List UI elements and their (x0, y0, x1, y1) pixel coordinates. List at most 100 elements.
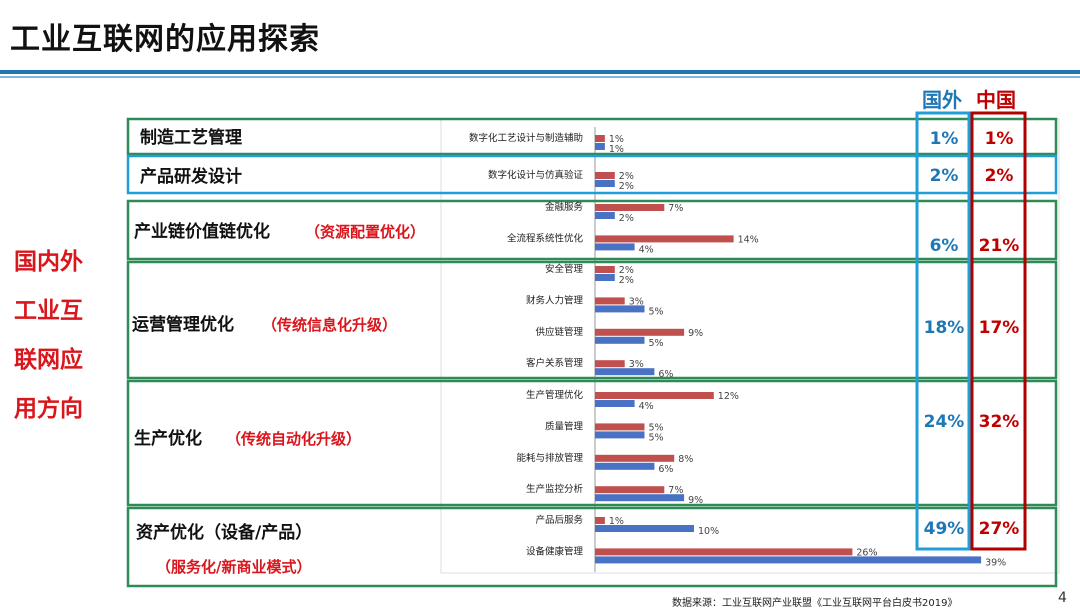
category-subtitle: （传统自动化升级） (226, 430, 361, 448)
bar-china (595, 235, 734, 243)
bar-china-value: 14% (738, 234, 759, 245)
bar-china (595, 204, 665, 211)
bar-china (595, 454, 675, 462)
sub-item-label: 财务人力管理 (526, 294, 584, 306)
bar-foreign (595, 274, 615, 281)
category-box (126, 379, 1058, 507)
bar-foreign-value: 4% (639, 244, 654, 255)
bar-china-value: 12% (718, 391, 739, 402)
sub-item-label: 数字化设计与仿真验证 (488, 169, 584, 181)
bar-foreign (595, 494, 685, 502)
category-name: 运营管理优化 (132, 314, 234, 335)
bar-foreign-value: 5% (649, 306, 664, 317)
category-name: 生产优化 (134, 428, 202, 449)
category-subtitle: （传统信息化升级） (262, 316, 397, 334)
bar-china-value: 9% (688, 328, 703, 339)
bar-china (595, 360, 625, 368)
category-name: 制造工艺管理 (140, 127, 242, 148)
category-subtitle: （资源配置优化） (305, 223, 425, 241)
sub-item-label: 客户关系管理 (526, 357, 584, 369)
category-box (126, 199, 1058, 261)
foreign-total: 49% (924, 519, 965, 539)
bar-china-value: 1% (609, 134, 624, 145)
sub-item-label: 生产监控分析 (526, 483, 584, 495)
bar-foreign-value: 9% (688, 495, 703, 506)
category-subtitle: （服务化/新商业模式） (156, 558, 311, 576)
china-total: 2% (985, 166, 1014, 186)
foreign-total: 18% (924, 318, 965, 338)
page-number: 4 (1058, 590, 1067, 606)
sub-item-label: 产品后服务 (535, 514, 583, 526)
bar-foreign-value: 2% (619, 275, 634, 286)
side-label-line: 国内外 (14, 249, 83, 275)
sub-item-label: 生产管理优化 (526, 389, 584, 401)
bar-china-value: 5% (649, 422, 664, 433)
bar-foreign-value: 2% (619, 181, 634, 192)
source-note: 数据来源：工业互联网产业联盟《工业互联网平台白皮书2019》 (672, 598, 958, 609)
bar-china-value: 7% (668, 203, 683, 214)
bar-china (595, 423, 645, 431)
bar-china-value: 8% (678, 454, 693, 465)
title-rule-thin (0, 76, 1080, 78)
china-total: 27% (979, 519, 1020, 539)
bar-china (595, 328, 685, 336)
side-label-line: 联网应 (14, 347, 83, 373)
bar-china-value: 3% (629, 296, 644, 307)
category-name: 产品研发设计 (140, 166, 242, 187)
side-label-line: 用方向 (14, 396, 83, 422)
bar-foreign-value: 5% (649, 338, 664, 349)
page-title: 工业互联网的应用探索 (10, 22, 320, 57)
bar-foreign-value: 6% (658, 369, 673, 380)
bar-foreign-value: 10% (698, 526, 719, 537)
bar-foreign-value: 1% (609, 144, 624, 155)
category-name: 产业链价值链优化 (134, 221, 270, 242)
bar-china-value: 3% (629, 359, 644, 370)
bar-foreign (595, 462, 655, 470)
bar-foreign (595, 400, 635, 407)
foreign-total: 2% (930, 166, 959, 186)
bar-foreign (595, 525, 694, 532)
bar-foreign (595, 180, 615, 187)
header-foreign: 国外 (922, 88, 962, 112)
bar-china (595, 297, 625, 305)
category-box (126, 154, 1058, 195)
sub-item-label: 安全管理 (545, 263, 584, 275)
category-box (126, 260, 1058, 380)
china-total: 17% (979, 318, 1020, 338)
bar-china (595, 486, 665, 494)
bar-china-value: 7% (668, 485, 683, 496)
sub-item-label: 设备健康管理 (526, 545, 584, 557)
sub-item-label: 供应链管理 (535, 326, 583, 338)
bar-china-value: 2% (619, 265, 634, 276)
sub-item-label: 金融服务 (545, 201, 584, 213)
foreign-total: 24% (924, 412, 965, 432)
bar-china (595, 135, 605, 142)
bar-foreign (595, 212, 615, 219)
bar-china-value: 2% (619, 171, 634, 182)
sub-item-label: 数字化工艺设计与制造辅助 (469, 132, 583, 144)
title-rule (0, 70, 1080, 74)
side-label: 国内外 工业互 联网应 用方向 (14, 238, 83, 434)
bar-foreign-value: 4% (639, 401, 654, 412)
side-label-line: 工业互 (14, 298, 83, 324)
header-china: 中国 (976, 88, 1016, 112)
foreign-total: 6% (930, 236, 959, 256)
bar-china (595, 266, 615, 273)
bar-foreign-value: 5% (649, 432, 664, 443)
bar-foreign (595, 243, 635, 251)
bar-china (595, 172, 615, 179)
sub-item-label: 全流程系统性优化 (507, 232, 584, 244)
bar-foreign (595, 368, 655, 376)
sub-item-label: 质量管理 (545, 420, 584, 432)
category-box (126, 506, 1058, 588)
bar-foreign (595, 143, 605, 150)
category-box (126, 117, 1058, 156)
bar-foreign-value: 6% (658, 464, 673, 475)
sub-item-label: 能耗与排放管理 (516, 452, 583, 464)
bar-china-value: 1% (609, 516, 624, 527)
bar-foreign (595, 336, 645, 344)
bar-foreign (595, 556, 982, 564)
bar-china-value: 26% (856, 547, 877, 558)
bar-china (595, 548, 853, 556)
